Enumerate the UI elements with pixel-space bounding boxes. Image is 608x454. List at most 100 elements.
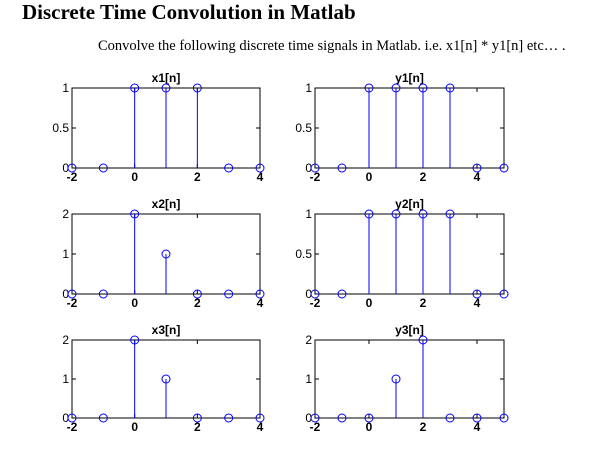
stem-marker <box>391 83 401 93</box>
x-tick-label: 0 <box>366 170 373 184</box>
x-tick-label: 0 <box>131 420 138 434</box>
stem-marker <box>130 209 140 219</box>
y-tick-label: 0 <box>305 411 312 425</box>
plot-title: y1[n] <box>395 71 424 85</box>
plot-title: x1[n] <box>152 71 181 85</box>
stem-marker <box>364 209 374 219</box>
y-tick-label: 1 <box>305 81 312 95</box>
stem-marker <box>418 209 428 219</box>
page-title: Discrete Time Convolution in Matlab <box>22 0 356 24</box>
y-tick-label: 0 <box>62 287 69 301</box>
y-tick-label: 1 <box>62 81 69 95</box>
x-tick-label: 4 <box>474 170 481 184</box>
stem-marker <box>98 413 108 423</box>
stem-plot-x1n: x1[n]00.51-2 0 2 4 <box>52 71 265 184</box>
y-tick-label: 0.5 <box>295 247 312 261</box>
stem-marker <box>310 413 320 423</box>
x-tick-label: 4 <box>474 296 481 310</box>
stem-marker <box>67 163 77 173</box>
x-tick-label: 0 <box>366 420 373 434</box>
plot-title: x3[n] <box>152 323 181 337</box>
stem-marker <box>161 249 171 259</box>
x-tick-label: -2 <box>310 296 321 310</box>
stem-marker <box>391 209 401 219</box>
y-tick-label: 0 <box>62 161 69 175</box>
stem-marker <box>224 413 234 423</box>
axes-frame <box>314 213 505 295</box>
y-tick-label: 0 <box>62 411 69 425</box>
stem-marker <box>224 289 234 299</box>
stem-marker <box>98 289 108 299</box>
y-tick-label: 2 <box>62 333 69 347</box>
plot-title: y2[n] <box>395 197 424 211</box>
stem-marker <box>391 374 401 384</box>
stem-plot-y2n: y2[n]00.51-2 0 2 4 <box>295 197 509 310</box>
x-tick-label: -2 <box>67 170 78 184</box>
x-tick-label: 0 <box>131 170 138 184</box>
stem-marker <box>310 289 320 299</box>
stem-marker <box>445 413 455 423</box>
stem-plot-y3n: y3[n]012-2 0 2 4 <box>305 323 509 434</box>
stem-marker <box>364 83 374 93</box>
y-tick-label: 2 <box>62 207 69 221</box>
stem-marker <box>192 289 202 299</box>
stem-marker <box>255 289 265 299</box>
y-tick-label: 1 <box>62 372 69 386</box>
stem-marker <box>224 163 234 173</box>
stem-marker <box>418 83 428 93</box>
stem-marker <box>130 335 140 345</box>
x-tick-label: 2 <box>420 170 427 184</box>
stem-marker <box>445 83 455 93</box>
x-tick-label: 2 <box>420 296 427 310</box>
stem-marker <box>161 374 171 384</box>
x-tick-label: 2 <box>194 170 201 184</box>
x-tick-label: 2 <box>420 420 427 434</box>
x-tick-label: 2 <box>194 420 201 434</box>
y-tick-label: 2 <box>305 333 312 347</box>
x-tick-label: -2 <box>310 420 321 434</box>
y-tick-label: 0 <box>305 287 312 301</box>
stem-plot-x3n: x3[n]012-2 0 2 4 <box>62 323 265 434</box>
y-tick-label: 1 <box>305 372 312 386</box>
stem-marker <box>255 413 265 423</box>
axes-frame <box>314 87 505 169</box>
stem-marker <box>98 163 108 173</box>
stem-plot-y1n: y1[n]00.51-2 0 2 4 <box>295 71 509 184</box>
y-tick-label: 0.5 <box>295 121 312 135</box>
x-tick-label: -2 <box>310 170 321 184</box>
plot-title: x2[n] <box>152 197 181 211</box>
x-tick-label: 0 <box>131 296 138 310</box>
stem-marker <box>445 209 455 219</box>
stem-marker <box>192 83 202 93</box>
stem-marker <box>472 413 482 423</box>
stem-marker <box>364 413 374 423</box>
instruction-text: Convolve the following discrete time sig… <box>98 38 566 54</box>
y-tick-label: 0.5 <box>52 121 69 135</box>
stem-marker <box>499 289 509 299</box>
x-tick-label: -2 <box>67 420 78 434</box>
x-tick-label: -2 <box>67 296 78 310</box>
x-tick-label: 2 <box>194 296 201 310</box>
x-tick-label: 4 <box>257 170 264 184</box>
stem-marker <box>472 163 482 173</box>
y-tick-label: 1 <box>305 207 312 221</box>
stem-marker <box>337 413 347 423</box>
y-tick-label: 0 <box>305 161 312 175</box>
x-tick-label: 4 <box>474 420 481 434</box>
stem-marker <box>337 289 347 299</box>
stem-marker <box>418 335 428 345</box>
y-tick-label: 1 <box>62 247 69 261</box>
stem-marker <box>255 163 265 173</box>
stem-plot-x2n: x2[n]012-2 0 2 4 <box>62 197 265 310</box>
stem-marker <box>161 83 171 93</box>
stem-marker <box>499 163 509 173</box>
plot-title: y3[n] <box>395 323 424 337</box>
stem-marker <box>67 289 77 299</box>
stem-marker <box>337 163 347 173</box>
stem-marker <box>310 163 320 173</box>
axes-frame <box>314 339 505 419</box>
x-tick-label: 0 <box>366 296 373 310</box>
stem-marker <box>499 413 509 423</box>
stem-marker <box>130 83 140 93</box>
